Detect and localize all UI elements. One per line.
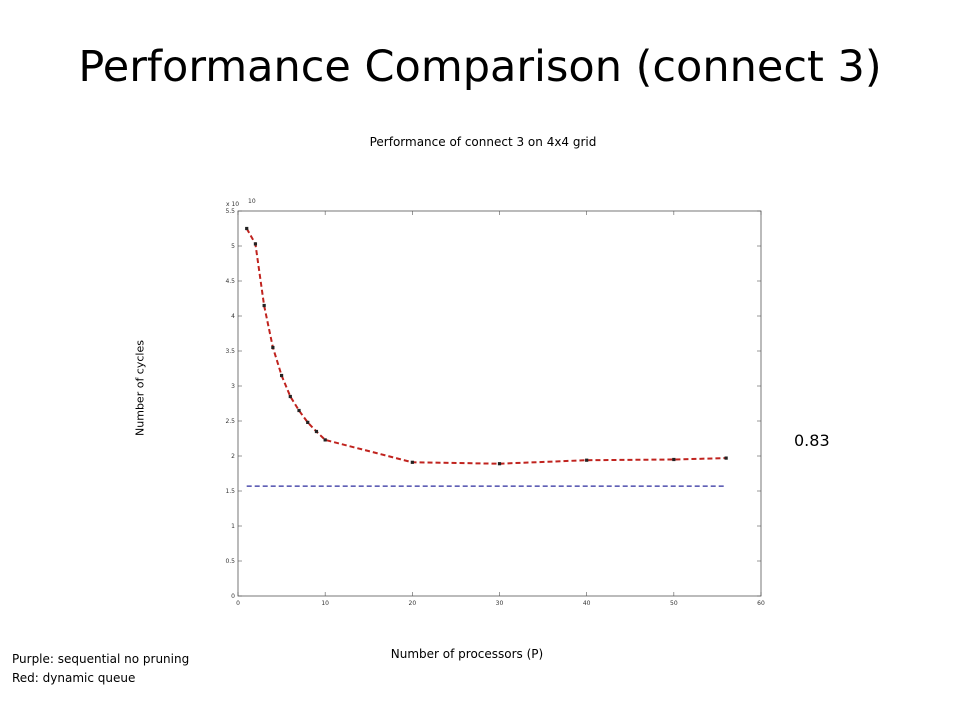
x-tick-label: 30 — [496, 600, 504, 607]
x-tick-label: 0 — [236, 600, 240, 607]
y-exponent-label: x 10 — [226, 201, 239, 208]
y-tick-label: 0 — [231, 593, 235, 600]
data-point — [672, 457, 676, 462]
y-tick-label: 3 — [231, 383, 235, 390]
data-point — [262, 303, 266, 308]
data-point — [245, 226, 249, 231]
y-tick-label: 3.5 — [225, 348, 235, 355]
y-exponent-value: 10 — [248, 198, 256, 205]
data-point — [410, 460, 414, 464]
data-point — [271, 345, 275, 350]
data-point — [253, 242, 258, 246]
data-point — [724, 456, 728, 460]
data-point — [279, 373, 284, 378]
y-tick-label: 2.5 — [225, 418, 235, 425]
data-point — [585, 458, 589, 462]
x-tick-label: 60 — [757, 600, 765, 607]
data-point — [314, 429, 319, 434]
legend-note-purple: Purple: sequential no pruning — [12, 652, 190, 666]
data-point — [323, 438, 327, 442]
y-tick-label: 2 — [231, 453, 235, 460]
y-tick-label: 4.5 — [225, 278, 235, 285]
data-point — [497, 462, 502, 466]
x-axis-label: Number of processors (P) — [390, 647, 544, 661]
data-point — [306, 420, 310, 424]
legend-note-red: Red: dynamic queue — [12, 671, 136, 685]
plot-area — [237, 210, 762, 597]
slide-title: Performance Comparison (connect 3) — [78, 42, 882, 92]
x-tick-label: 20 — [409, 600, 417, 607]
y-tick-label: 4 — [231, 313, 235, 320]
chart-title: Performance of connect 3 on 4x4 grid — [369, 135, 597, 149]
y-tick-label: 5.5 — [225, 208, 235, 215]
data-point — [288, 394, 292, 399]
x-tick-label: 50 — [670, 600, 678, 607]
y-tick-label: 5 — [231, 243, 235, 250]
data-point — [297, 408, 301, 413]
x-tick-label: 40 — [583, 600, 591, 607]
legend-notes: Purple: sequential no pruning Red: dynam… — [12, 650, 189, 688]
series-line-0 — [245, 228, 727, 465]
x-tick-label: 10 — [321, 600, 329, 607]
ratio-annotation: 0.83 — [794, 431, 830, 450]
y-tick-label: 1 — [231, 523, 235, 530]
y-tick-label: 1.5 — [225, 488, 235, 495]
y-tick-label: 0.5 — [225, 558, 235, 565]
